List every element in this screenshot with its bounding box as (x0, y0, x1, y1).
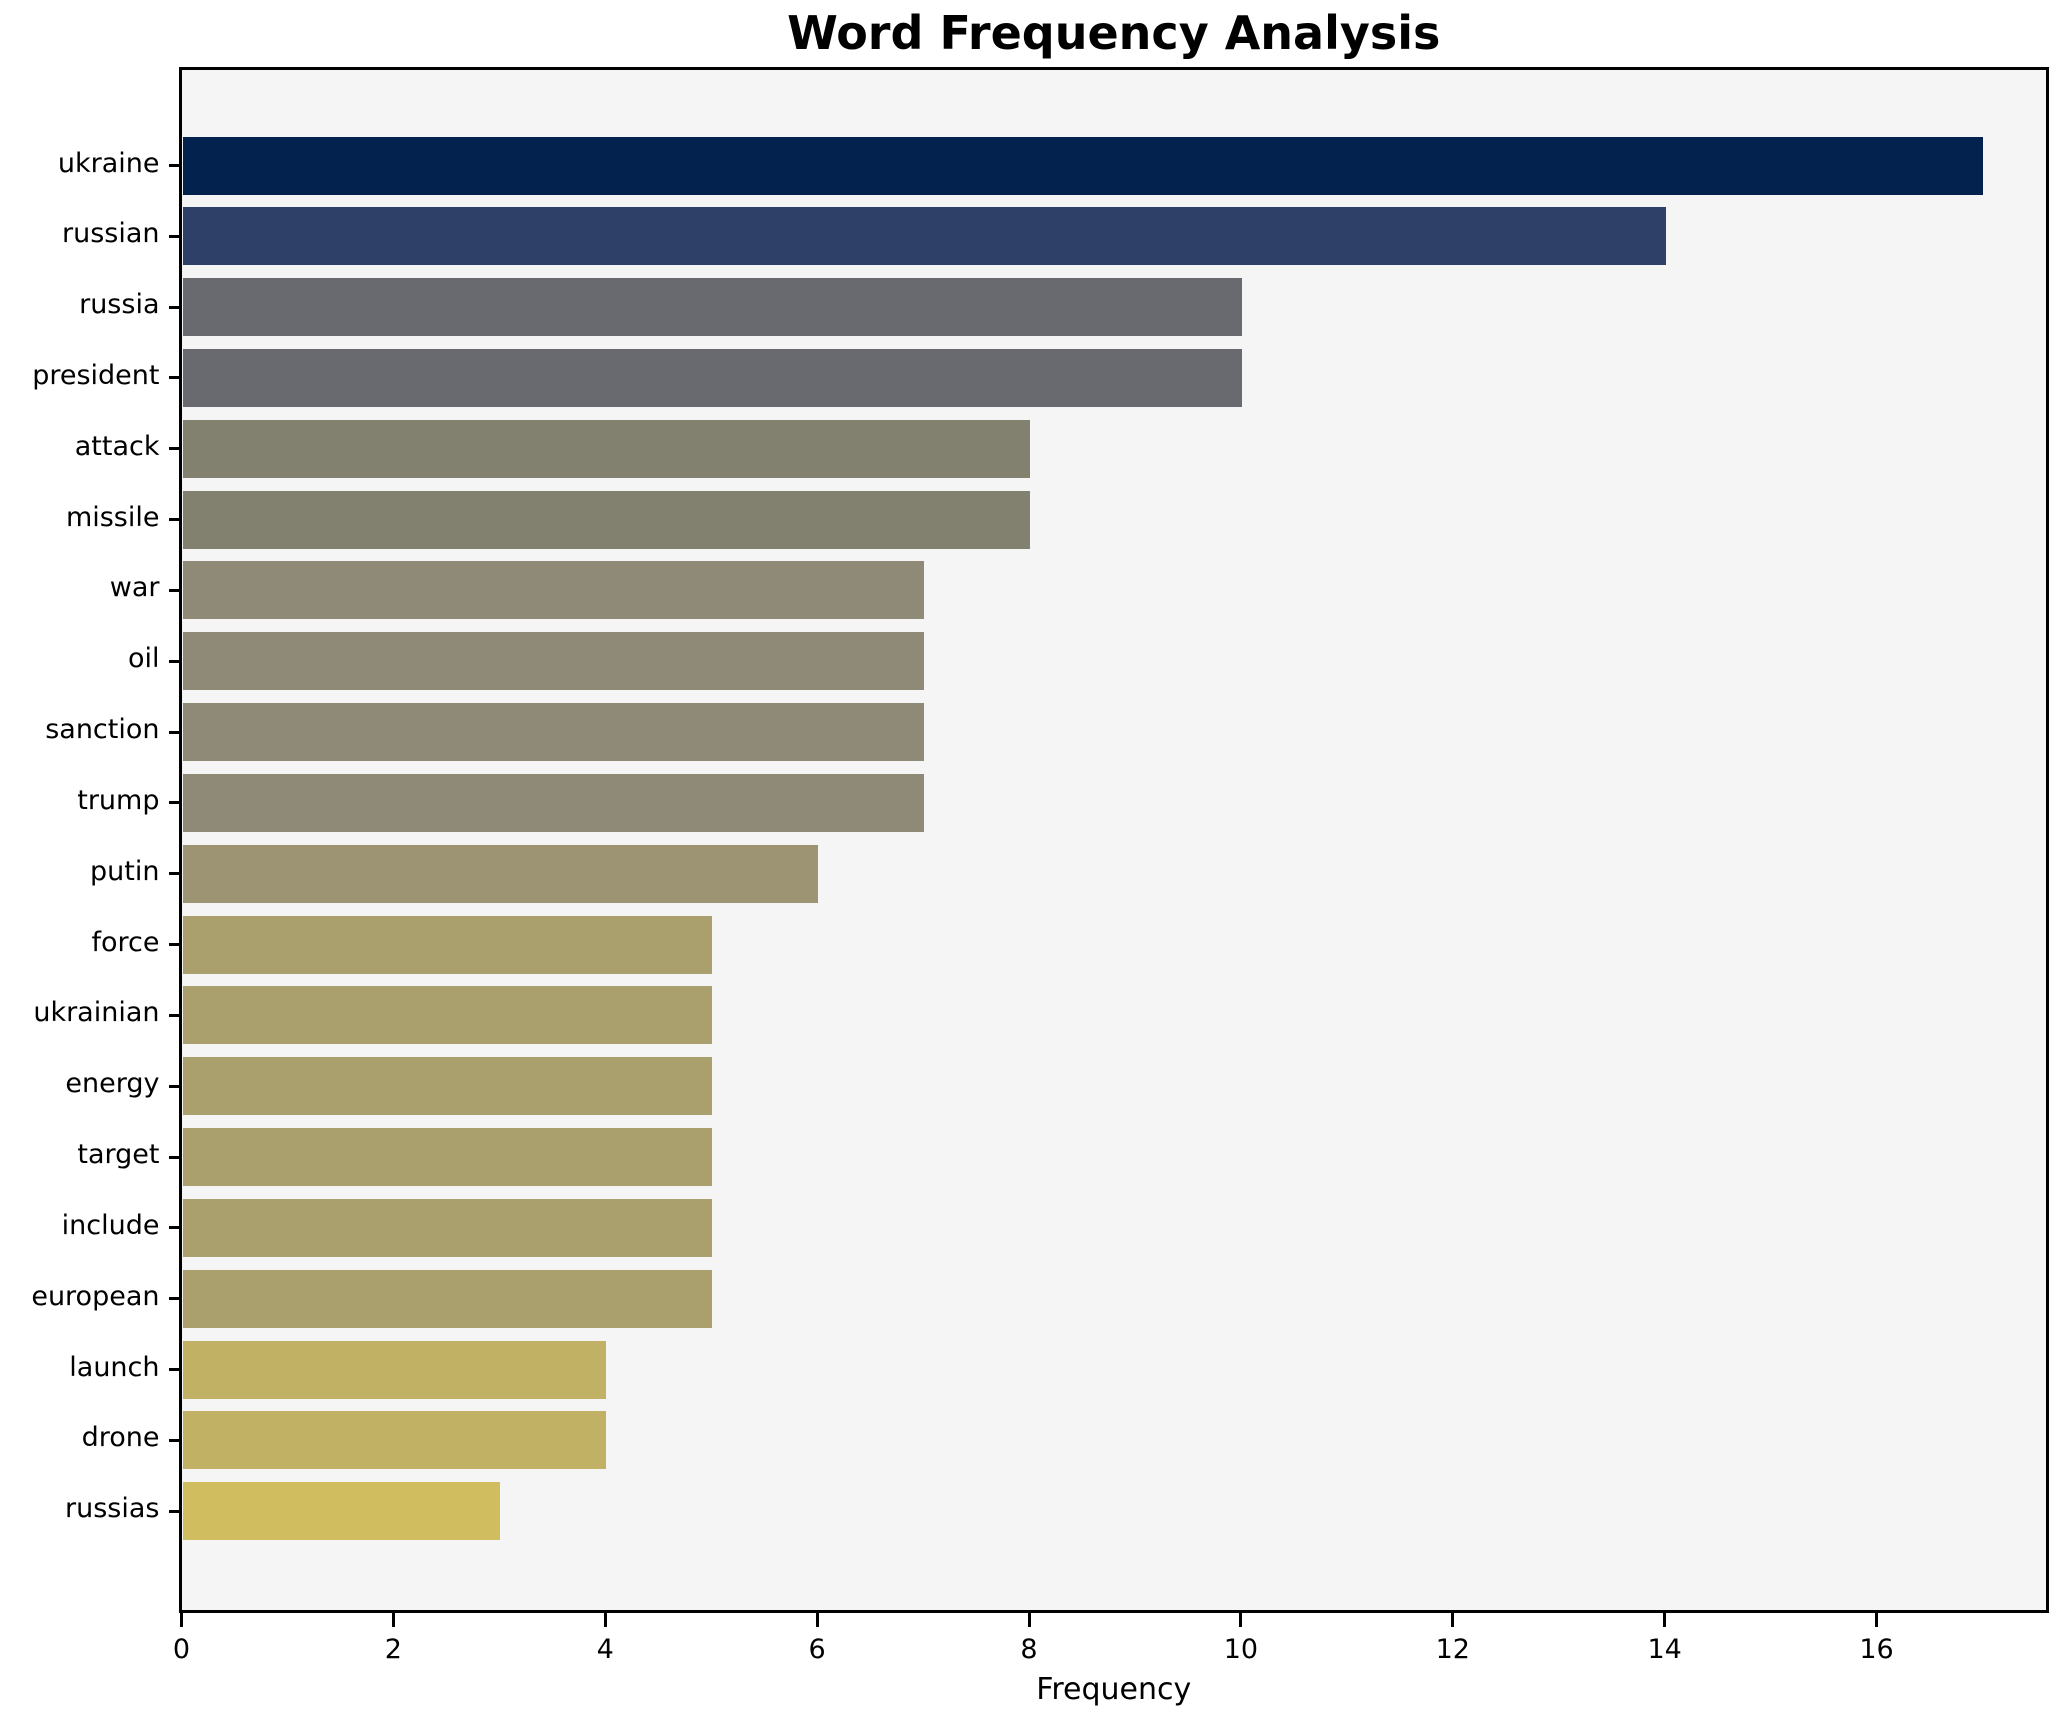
y-tick-mark (168, 1155, 181, 1159)
x-tick-label-0: 0 (172, 1634, 191, 1665)
y-tick-label-missile: missile (65, 501, 160, 533)
x-tick-mark (1663, 1613, 1667, 1627)
y-tick-mark (168, 1509, 181, 1513)
y-tick-mark (168, 659, 181, 663)
y-tick-label-energy: energy (65, 1068, 160, 1100)
x-tick-label-12: 12 (1435, 1634, 1470, 1665)
y-tick-label-force: force (91, 926, 160, 958)
bar-attack (182, 419, 1030, 478)
x-axis-label: Frequency (1036, 1672, 1192, 1707)
x-tick-label-4: 4 (596, 1634, 614, 1665)
y-tick-mark (168, 1226, 181, 1230)
x-tick-mark (1451, 1613, 1455, 1627)
x-tick-mark (391, 1613, 395, 1627)
bar-russian (182, 207, 1666, 266)
x-tick-mark (603, 1613, 607, 1627)
y-tick-mark (168, 447, 181, 451)
x-tick-mark (1027, 1613, 1031, 1627)
y-tick-mark (168, 943, 181, 947)
x-tick-label-6: 6 (808, 1634, 826, 1665)
y-tick-label-european: european (31, 1280, 160, 1312)
y-tick-mark (168, 234, 181, 238)
x-tick-mark (1239, 1613, 1243, 1627)
y-tick-mark (168, 872, 181, 876)
y-tick-label-russian: russian (61, 218, 160, 250)
y-tick-mark (168, 1368, 181, 1372)
x-tick-mark (815, 1613, 819, 1627)
y-tick-mark (168, 305, 181, 309)
y-tick-label-sanction: sanction (45, 714, 160, 746)
x-tick-label-16: 16 (1859, 1634, 1894, 1665)
y-tick-label-launch: launch (69, 1351, 160, 1383)
y-tick-mark (168, 730, 181, 734)
y-tick-label-attack: attack (74, 430, 160, 462)
y-tick-label-ukraine: ukraine (57, 147, 160, 179)
y-tick-label-trump: trump (77, 784, 160, 816)
y-tick-label-russias: russias (65, 1493, 160, 1525)
bar-russia (182, 278, 1242, 337)
bar-war (182, 561, 925, 620)
x-tick-mark (1875, 1613, 1878, 1627)
y-tick-mark (168, 801, 181, 805)
bar-missile (182, 490, 1030, 549)
y-tick-label-oil: oil (127, 643, 160, 675)
bar-launch (182, 1340, 607, 1399)
bar-ukraine (182, 136, 1984, 195)
y-tick-mark (168, 376, 181, 380)
x-tick-label-10: 10 (1223, 1634, 1259, 1665)
y-tick-label-war: war (109, 572, 160, 604)
x-tick-mark (180, 1613, 183, 1627)
bar-force (182, 915, 713, 974)
y-tick-label-president: president (32, 359, 160, 391)
x-tick-label-2: 2 (384, 1634, 402, 1665)
bar-russias (182, 1482, 501, 1541)
bar-drone (182, 1411, 607, 1470)
y-tick-label-ukrainian: ukrainian (33, 997, 160, 1029)
bar-putin (182, 844, 819, 903)
y-tick-mark (168, 588, 181, 592)
bar-target (182, 1128, 713, 1187)
y-tick-mark (168, 1084, 181, 1088)
x-tick-label-14: 14 (1647, 1634, 1682, 1665)
y-tick-mark (168, 1013, 181, 1017)
y-tick-label-include: include (61, 1209, 160, 1241)
bar-trump (182, 773, 925, 832)
y-tick-mark (168, 1438, 181, 1442)
chart-title: Word Frequency Analysis (787, 6, 1441, 60)
y-tick-mark (168, 518, 181, 522)
x-tick-label-8: 8 (1020, 1634, 1038, 1665)
y-tick-mark (168, 164, 181, 167)
bar-include (182, 1198, 713, 1257)
y-tick-label-drone: drone (81, 1422, 160, 1454)
bar-european (182, 1269, 713, 1328)
y-tick-label-target: target (77, 1139, 160, 1171)
y-tick-label-russia: russia (79, 289, 160, 321)
bar-energy (182, 1057, 713, 1116)
y-tick-label-putin: putin (90, 855, 160, 887)
y-tick-mark (168, 1297, 181, 1301)
bar-president (182, 348, 1242, 407)
bar-sanction (182, 703, 925, 762)
bar-ukrainian (182, 986, 713, 1045)
bar-oil (182, 632, 925, 691)
